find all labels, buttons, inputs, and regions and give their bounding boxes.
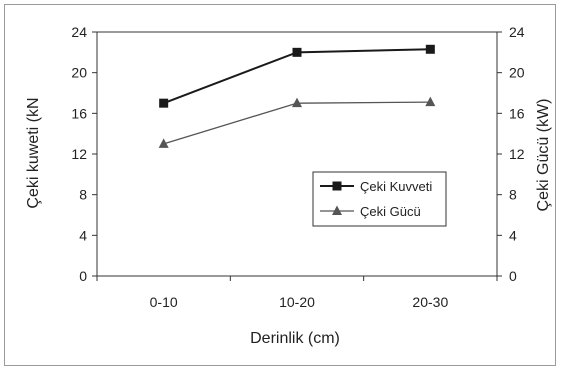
y-tick-label: 20 [71,65,87,81]
y-tick-label: 16 [71,105,87,121]
data-point [158,138,169,148]
legend-label: Çeki Gücü [360,204,421,219]
y2-tick-label: 0 [509,268,517,284]
x-tick-label: 20-30 [412,294,448,310]
legend-marker [332,181,342,191]
y2-tick-label: 20 [509,65,525,81]
y2-tick-label: 4 [509,227,517,243]
series-layer [158,44,436,148]
y-tick-label: 4 [79,227,87,243]
y-tick-label: 12 [71,146,87,162]
series-1 [159,44,435,108]
y-tick-label: 0 [79,268,87,284]
legend: Çeki Kuvveti Çeki Gücü [312,171,447,227]
y-tick-label: 8 [79,187,87,203]
chart-frame [4,4,556,366]
axes: 0 4 8 12 16 20 24 0 4 8 12 16 20 24 0-10 10-20 20-30 [71,24,524,310]
data-point [159,98,169,108]
y2-axis-title: Çeki Gücü (kW) [535,99,552,212]
x-tick-label: 0-10 [150,294,178,310]
series-2 [158,96,436,148]
y2-tick-label: 12 [509,146,525,162]
plot-area [96,31,498,277]
x-axis-title: Derinlik (cm) [250,330,340,347]
legend-label: Çeki Kuvveti [360,179,432,194]
x-tick-label: 10-20 [279,294,315,310]
data-point [425,44,435,54]
legend-marker [332,205,342,215]
y2-tick-label: 24 [509,24,525,40]
y2-tick-label: 8 [509,187,517,203]
series-line [163,48,431,105]
y-tick-label: 24 [71,24,87,40]
data-point [292,97,302,108]
series-line [163,101,431,145]
data-point [425,96,436,107]
y2-tick-label: 16 [509,105,525,121]
y-axis-title: Çeki kuweti (kN [25,97,42,208]
legend-box [312,171,447,227]
data-point [292,47,302,57]
